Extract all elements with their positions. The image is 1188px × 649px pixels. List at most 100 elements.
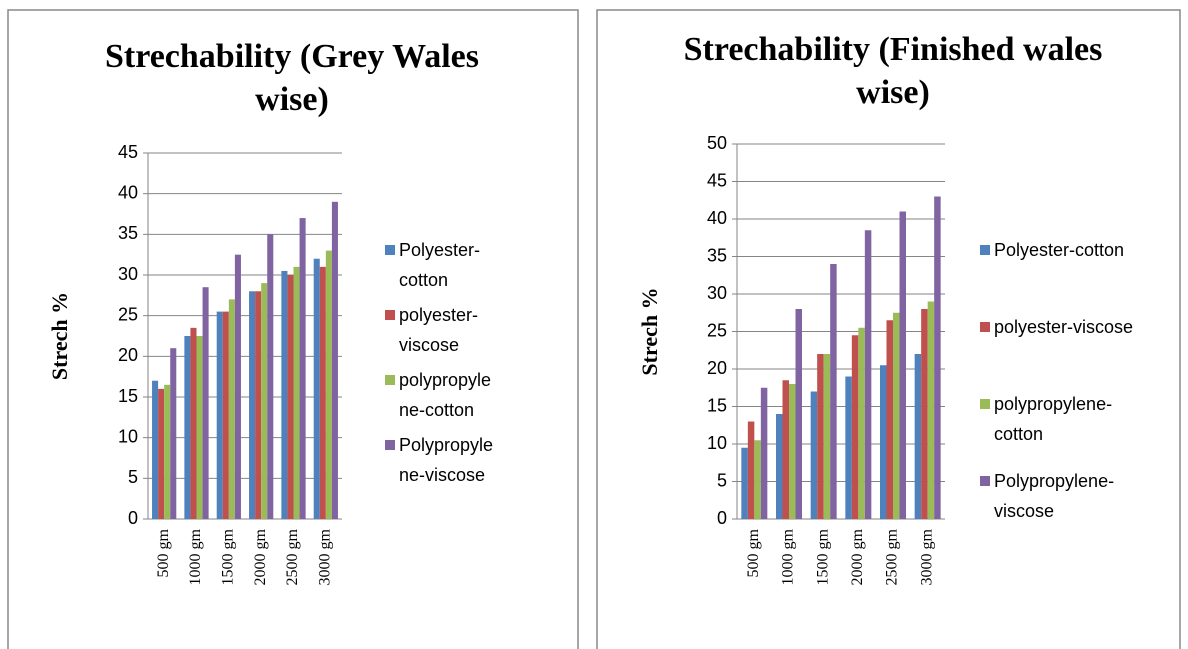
bar: [754, 440, 761, 519]
bar: [228, 299, 235, 519]
bar: [261, 283, 268, 519]
bar: [914, 354, 922, 519]
y-tick-label: 40: [707, 208, 727, 228]
x-tick-label: 3000 gm: [317, 528, 334, 585]
chart-title: Strechability (Finished wales wise): [683, 31, 1103, 111]
bar: [319, 266, 326, 519]
x-tick-label: 500 gm: [155, 528, 172, 577]
y-tick-label: 45: [118, 142, 138, 162]
bar: [864, 230, 872, 519]
legend-label: Polypropylene-viscose: [994, 471, 1115, 521]
y-tick-label: 45: [707, 170, 727, 190]
bar: [196, 336, 203, 519]
y-tick-label: 35: [118, 223, 138, 243]
bar: [331, 201, 338, 520]
bar: [249, 291, 256, 519]
y-tick-label: 0: [128, 508, 138, 528]
y-tick-label: 20: [707, 358, 727, 378]
y-axis-label: Strech %: [47, 292, 72, 380]
bar: [789, 384, 796, 519]
bar: [287, 275, 294, 519]
bar: [164, 384, 171, 519]
x-tick-label: 2000 gm: [849, 528, 866, 585]
bar: [795, 309, 802, 519]
y-tick-label: 15: [118, 386, 138, 406]
bar: [776, 414, 783, 519]
legend-swatch: [980, 476, 990, 486]
bar: [851, 335, 859, 519]
legend-label: polypropylene-cotton: [399, 370, 492, 420]
y-tick-label: 0: [717, 508, 727, 528]
bar: [222, 311, 229, 519]
bar: [899, 211, 906, 519]
bar: [880, 365, 887, 519]
x-tick-label: 2500 gm: [884, 528, 901, 585]
legend-label: polyester-viscose: [994, 317, 1134, 337]
y-tick-label: 25: [707, 320, 727, 340]
x-tick-label: 2500 gm: [284, 528, 301, 585]
legend-swatch: [385, 440, 395, 450]
legend-label: polypropylene-cotton: [994, 394, 1113, 444]
bar: [810, 391, 818, 519]
legend-swatch: [385, 375, 395, 385]
legend-swatch: [385, 245, 395, 255]
y-tick-label: 5: [717, 470, 727, 490]
y-tick-label: 35: [707, 245, 727, 265]
legend-swatch: [980, 399, 990, 409]
y-tick-label: 5: [128, 467, 138, 487]
y-tick-label: 30: [118, 264, 138, 284]
bar: [202, 287, 209, 519]
bar: [760, 387, 768, 519]
legend-label: Polyester-cotton: [399, 240, 481, 290]
bar: [893, 312, 900, 519]
bar: [190, 327, 197, 519]
x-tick-label: 2000 gm: [252, 528, 269, 585]
legend-swatch: [385, 310, 395, 320]
y-tick-label: 20: [118, 345, 138, 365]
bar: [152, 380, 159, 519]
y-tick-label: 40: [118, 182, 138, 202]
bar: [325, 250, 332, 519]
chart-title: Strechability (Grey Wales wise): [105, 38, 479, 118]
y-tick-label: 25: [118, 304, 138, 324]
y-tick-label: 30: [707, 283, 727, 303]
y-tick-label: 10: [118, 426, 138, 446]
chart-frame: [7, 9, 579, 649]
chart-frame: [596, 9, 1181, 649]
x-tick-label: 1000 gm: [187, 528, 204, 585]
x-tick-label: 500 gm: [745, 528, 762, 577]
bar: [267, 234, 274, 520]
legend-swatch: [980, 322, 990, 332]
x-tick-label: 1000 gm: [780, 528, 797, 585]
bar: [170, 348, 177, 519]
x-tick-label: 1500 gm: [814, 528, 831, 585]
bar: [934, 196, 941, 519]
bar: [817, 354, 824, 519]
y-tick-label: 10: [707, 433, 727, 453]
x-tick-label: 3000 gm: [918, 528, 935, 585]
x-tick-label: 1500 gm: [220, 528, 237, 585]
y-tick-label: 15: [707, 395, 727, 415]
bar: [293, 266, 300, 519]
bar: [216, 311, 223, 519]
bar: [886, 320, 893, 519]
bar: [921, 309, 928, 519]
bar: [158, 388, 165, 519]
bar: [823, 354, 831, 519]
bar: [845, 376, 852, 519]
legend-label: Polypropylene-viscose: [399, 435, 494, 485]
y-tick-label: 50: [707, 133, 727, 153]
bar: [927, 301, 935, 519]
y-axis-label: Strech %: [637, 287, 662, 375]
bar: [741, 447, 748, 519]
bar: [313, 258, 320, 519]
bar: [184, 336, 191, 519]
bar: [747, 421, 755, 519]
legend-label: polyester-viscose: [399, 305, 479, 355]
bar: [782, 380, 789, 519]
bar: [234, 254, 241, 519]
bar: [299, 218, 306, 520]
legend-swatch: [980, 245, 990, 255]
bar: [830, 264, 837, 519]
